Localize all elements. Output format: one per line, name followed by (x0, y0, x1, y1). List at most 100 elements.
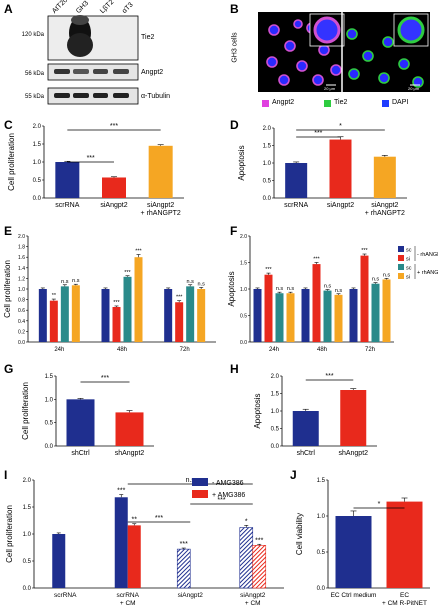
panel-letter-j: J (290, 468, 297, 482)
bar-scrRNA + CM-1 (127, 525, 141, 588)
x-category-label: 24h (269, 347, 279, 353)
x-category-label: shCtrl (297, 450, 316, 457)
bar-48h-0 (101, 289, 110, 342)
x-category-label: + CM (245, 600, 261, 607)
mw-label-tie2: 120 kDa (21, 32, 44, 38)
significance-label: *** (113, 300, 120, 306)
x-category-label: EC Ctrl medium (331, 592, 377, 599)
bar-72h-1 (360, 255, 369, 342)
significance-label: n.s (287, 286, 295, 292)
protein-label-tie2: Tie2 (141, 34, 155, 41)
significance-label: *** (110, 123, 118, 130)
y-tick-label: 1.5 (23, 505, 32, 511)
y-tick-label: 2.0 (33, 124, 42, 130)
bar-EC + CM R-PitNET (386, 501, 423, 588)
significance-label: ** (52, 293, 57, 299)
y-tick-label: 2.0 (240, 234, 247, 240)
significance-label: *** (155, 515, 163, 522)
y-tick-label: 1.2 (18, 276, 25, 282)
bar-24h-3 (71, 285, 80, 342)
significance-label: n.s (186, 279, 194, 285)
y-tick-label: 1.5 (33, 142, 42, 148)
y-tick-label: 2.0 (271, 374, 280, 380)
legend-label: si (406, 275, 410, 281)
x-category-label: scrRNA (284, 202, 308, 209)
y-tick-label: 0.4 (18, 319, 25, 325)
legend-label-dapi: DAPI (392, 99, 409, 106)
scalebar-label-right: 20 μm (408, 86, 420, 91)
panel-letter-a: A (4, 2, 13, 16)
x-category-label: + rhANGPT2 (365, 210, 405, 217)
x-category-label: shCtrl (71, 450, 90, 457)
y-tick-label: 1.0 (240, 287, 247, 293)
significance-label: *** (255, 537, 263, 544)
x-category-label: + CM (120, 600, 136, 607)
significance-label: n.s (324, 284, 332, 290)
y-tick-label: 1.0 (317, 514, 326, 520)
y-axis-label: Cell proliferation (7, 133, 16, 191)
bar-shAngpt2 (115, 412, 144, 446)
legend-label: + AMG386 (212, 492, 245, 499)
mw-label-angpt2: 56 kDa (24, 71, 44, 77)
legend-swatch-dapi (382, 100, 389, 107)
y-tick-label: 0.5 (263, 179, 272, 185)
x-category-label: siAngpt2 (327, 202, 354, 209)
x-category-label: shAngpt2 (115, 450, 145, 457)
panel-letter-c: C (4, 118, 13, 132)
y-tick-label: 2.0 (23, 478, 32, 484)
y-tick-label: 1.0 (33, 160, 42, 166)
y-tick-label: 2.0 (18, 234, 25, 240)
significance-label: n.s (383, 272, 391, 278)
y-tick-label: 0.0 (45, 444, 54, 450)
y-tick-label: 0.0 (33, 196, 42, 202)
legend-label: - AMG386 (212, 480, 244, 487)
bar-48h-2 (323, 290, 332, 342)
bar-72h-3 (382, 279, 391, 342)
significance-label: *** (135, 249, 142, 255)
x-category-label: siAngpt2 (178, 592, 204, 599)
bar-siAngpt2 (329, 139, 352, 198)
bar-scrRNA (285, 163, 308, 198)
bar-24h-2 (60, 286, 69, 342)
y-tick-label: 0.0 (263, 196, 272, 202)
x-category-label: scrRNA (55, 202, 79, 209)
significance-label: * (245, 518, 248, 525)
x-category-label: + rhANGPT2 (141, 210, 181, 217)
y-tick-label: 1.8 (18, 245, 25, 251)
y-axis-label: Cell proliferation (21, 382, 30, 440)
x-category-label: 24h (54, 347, 64, 353)
chart-h-shrna-apoptosis: 0.0 0.5 1.0 1.5 2.0 Apoptosis shCtrl shAngpt2 **… (253, 373, 377, 457)
y-axis-label: Apoptosis (237, 145, 246, 180)
y-axis-label: Apoptosis (253, 393, 262, 428)
y-tick-label: 0.2 (18, 329, 25, 335)
bar-shCtrl (292, 411, 319, 446)
y-tick-label: 0.8 (18, 298, 25, 304)
bar-24h-2 (275, 293, 284, 342)
panel-letter-b: B (230, 2, 239, 16)
bar-72h-0 (349, 289, 358, 342)
bar-siAngpt2 + CM-0 (239, 527, 254, 589)
bar-shAngpt2 (340, 390, 367, 446)
y-tick-label: 0.5 (33, 178, 42, 184)
y-tick-label: 0.0 (271, 444, 280, 450)
y-axis-label: Cell proliferation (3, 260, 12, 318)
bar-24h-1 (49, 300, 58, 342)
legend-label: si (406, 257, 410, 263)
bar-48h-1 (112, 307, 121, 342)
y-tick-label: 1.0 (18, 287, 25, 293)
significance-label: ** (132, 517, 138, 524)
x-category-label: 48h (117, 347, 127, 353)
y-tick-label: 0.5 (240, 314, 247, 320)
legend-label: sc (406, 266, 412, 272)
panel-letter-g: G (4, 362, 14, 376)
bar-siAngpt2 (102, 177, 126, 198)
significance-label: n.s (372, 277, 380, 283)
x-category-label: siAngpt2 (100, 202, 127, 209)
significance-label: *** (117, 488, 125, 495)
significance-label: *** (217, 497, 225, 504)
bar-48h-3 (334, 294, 343, 342)
x-category-label: 72h (365, 347, 375, 353)
bar-48h-3 (134, 257, 143, 342)
x-category-label: siAngpt2 (147, 202, 174, 209)
